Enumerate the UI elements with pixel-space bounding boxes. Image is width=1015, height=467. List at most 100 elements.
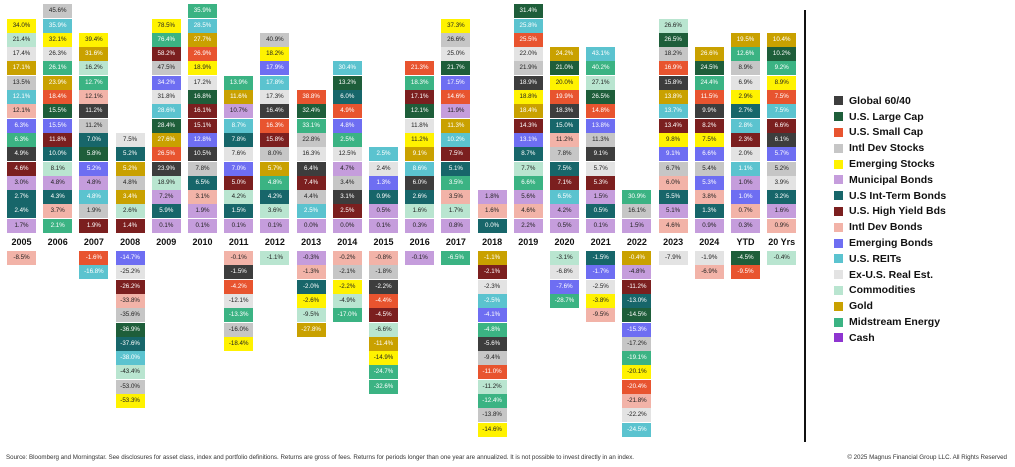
return-cell: -1.5% [586, 251, 616, 265]
return-cell: -4.4% [369, 293, 398, 308]
return-cell: 4.8% [332, 118, 362, 133]
return-cell: 45.6% [43, 4, 73, 19]
return-cell: 35.9% [188, 4, 217, 19]
return-cell: 4.2% [224, 190, 254, 205]
return-cell: 6.4% [296, 161, 326, 176]
return-cell: -17.2% [622, 336, 652, 351]
return-cell: 8.1% [43, 161, 73, 176]
legend-item: Gold [834, 298, 946, 314]
return-cell: 4.6% [513, 204, 543, 219]
return-cell: 9.1% [405, 147, 435, 162]
return-cell: 6.0% [658, 175, 688, 190]
return-cell: -8.5% [7, 251, 36, 265]
return-cell: 13.5% [7, 75, 36, 90]
return-cell: 26.6% [441, 32, 471, 47]
return-cell: 4.8% [115, 175, 145, 190]
return-cell: -1.3% [296, 265, 326, 280]
legend-label: U.S Int-Term Bonds [849, 189, 947, 202]
return-cell: 1.8% [477, 190, 507, 205]
return-cell: 17.3% [260, 90, 290, 104]
legend-swatch [834, 238, 843, 248]
return-cell: -17.0% [332, 308, 362, 323]
return-cell: -21.8% [622, 394, 652, 408]
return-cell: 13.8% [586, 118, 616, 133]
return-cell: 5.1% [658, 204, 688, 219]
year-label: 2005 [11, 237, 32, 247]
legend-label: U.S. Large Cap [849, 110, 924, 123]
return-cell: -25.2% [115, 265, 145, 280]
return-cell: 2.3% [731, 132, 760, 147]
return-cell: 11.3% [441, 118, 471, 133]
legend-item: Ex-U.S. Real Est. [834, 267, 946, 283]
return-cell: 17.9% [260, 61, 290, 76]
return-cell: -15.3% [622, 322, 652, 337]
return-cell: 15.8% [260, 132, 290, 147]
return-cell: 12.7% [79, 75, 109, 90]
return-cell: 17.4% [7, 47, 36, 62]
return-cell: 30.4% [332, 61, 362, 76]
return-cell: 7.4% [296, 175, 326, 190]
return-cell: 2.7% [7, 190, 36, 205]
return-cell: 23.9% [43, 75, 73, 90]
return-cell: 11.2% [79, 118, 109, 133]
return-cell: -35.6% [115, 308, 145, 323]
return-cell: 26.3% [43, 47, 73, 62]
return-cell: 12.1% [79, 90, 109, 104]
return-cell: 0.0% [332, 218, 362, 233]
return-cell: 28.6% [151, 104, 181, 119]
legend-label: Cash [849, 331, 875, 344]
return-cell: -1.6% [79, 251, 109, 265]
return-cell: 0.1% [260, 218, 290, 233]
return-cell: 7.0% [79, 132, 109, 147]
return-cell: 1.0% [731, 175, 760, 190]
year-label: 2007 [83, 237, 104, 247]
return-cell: 3.0% [7, 175, 36, 190]
return-cell: -2.1% [332, 265, 362, 280]
return-cell: -12.1% [224, 293, 254, 308]
year-label: 2020 [554, 237, 575, 247]
return-cell: -1.1% [260, 251, 290, 265]
legend-swatch [834, 159, 843, 169]
return-cell: 11.2% [405, 132, 435, 147]
return-cell: 25.0% [441, 47, 471, 62]
return-cell: 1.5% [224, 204, 254, 219]
return-cell: 28.5% [188, 18, 217, 33]
return-cell: -2.5% [477, 293, 507, 308]
return-cell: 15.5% [43, 104, 73, 119]
return-cell: 7.5% [694, 132, 724, 147]
return-cell: 7.0% [224, 161, 254, 176]
legend-item: Global 60/40 [834, 93, 946, 109]
return-cell: 11.6% [224, 90, 254, 104]
return-cell: -16.0% [224, 322, 254, 337]
return-cell: 30.9% [622, 190, 652, 205]
return-cell: -1.9% [694, 251, 724, 265]
return-cell: -0.8% [369, 251, 398, 265]
return-cell: 34.2% [151, 75, 181, 90]
return-cell: 1.9% [79, 218, 109, 233]
asset-class-returns-quilt: 34.0% 21.4% 17.4% 17.1% 13.5% 12.1% 12.1% 6.3% 6… [7, 4, 797, 437]
return-cell: 3.5% [441, 175, 471, 190]
return-cell: 3.4% [332, 175, 362, 190]
return-cell: -4.5% [731, 251, 760, 265]
return-cell: 26.1% [43, 61, 73, 76]
return-cell: 4.6% [7, 161, 36, 176]
return-cell: 78.5% [151, 18, 181, 33]
return-cell: 43.1% [586, 47, 616, 62]
return-cell: 16.9% [658, 61, 688, 76]
return-cell: 0.0% [296, 218, 326, 233]
legend-swatch [834, 175, 843, 185]
year-label: 2014 [337, 237, 358, 247]
return-cell: 23.9% [151, 161, 181, 176]
return-cell: 26.5% [151, 147, 181, 162]
return-cell: -1.1% [477, 251, 507, 265]
return-cell: -13.0% [622, 293, 652, 308]
return-cell: -1.7% [586, 265, 616, 280]
return-cell: -9.5% [296, 308, 326, 323]
return-cell: 1.7% [7, 218, 36, 233]
return-cell: 32.1% [43, 32, 73, 47]
return-cell: 0.1% [586, 218, 616, 233]
return-cell: 38.8% [296, 90, 326, 104]
return-cell: 5.2% [115, 161, 145, 176]
return-cell: 6.5% [188, 175, 217, 190]
legend-item: Intl Dev Bonds [834, 219, 946, 235]
